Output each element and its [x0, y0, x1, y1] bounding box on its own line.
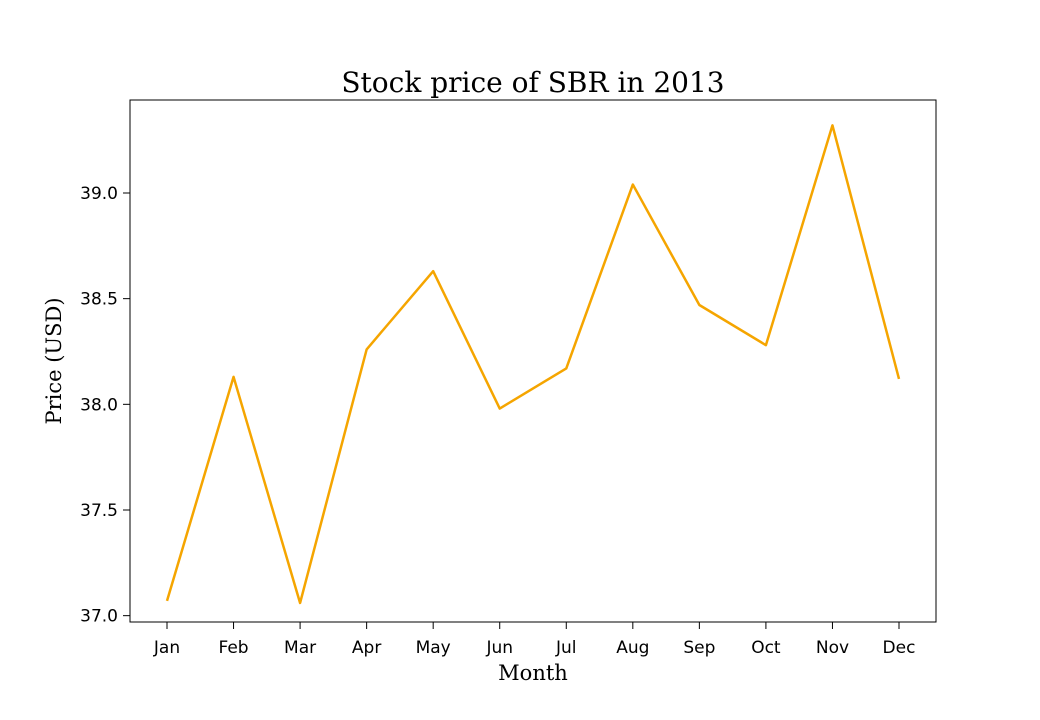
x-tick-label: Feb: [218, 638, 248, 658]
y-tick-label: 37.5: [80, 501, 118, 521]
x-tick-label: May: [416, 638, 451, 658]
x-tick-label: Apr: [352, 638, 381, 658]
series-line-price: [165, 124, 901, 605]
plot-area-frame: [129, 99, 937, 623]
y-tick-label: 39.0: [80, 184, 118, 204]
chart-title: Stock price of SBR in 2013: [341, 66, 724, 99]
x-tick-label: Jul: [555, 638, 577, 658]
y-axis-ticks: 37.0 37.5 38.0 38.5 39.0: [80, 184, 130, 627]
x-tick-label: Nov: [816, 638, 849, 658]
y-tick-label: 38.5: [80, 290, 118, 310]
x-tick-label: Aug: [616, 638, 649, 658]
x-tick-label: Sep: [683, 638, 715, 658]
x-tick-label: Mar: [284, 638, 316, 658]
x-tick-label: Jan: [153, 638, 180, 658]
x-tick-label: Oct: [751, 638, 781, 658]
y-tick-label: 38.0: [80, 395, 118, 415]
x-axis-ticks: Jan Feb Mar Apr May Jun Jul Aug Sep Oct Nov Dec: [153, 622, 916, 658]
x-tick-label: Jun: [485, 638, 513, 658]
x-axis-label: Month: [498, 661, 568, 685]
y-axis-label: Price (USD): [42, 297, 66, 424]
x-tick-label: Dec: [883, 638, 916, 658]
y-tick-label: 37.0: [80, 607, 118, 627]
